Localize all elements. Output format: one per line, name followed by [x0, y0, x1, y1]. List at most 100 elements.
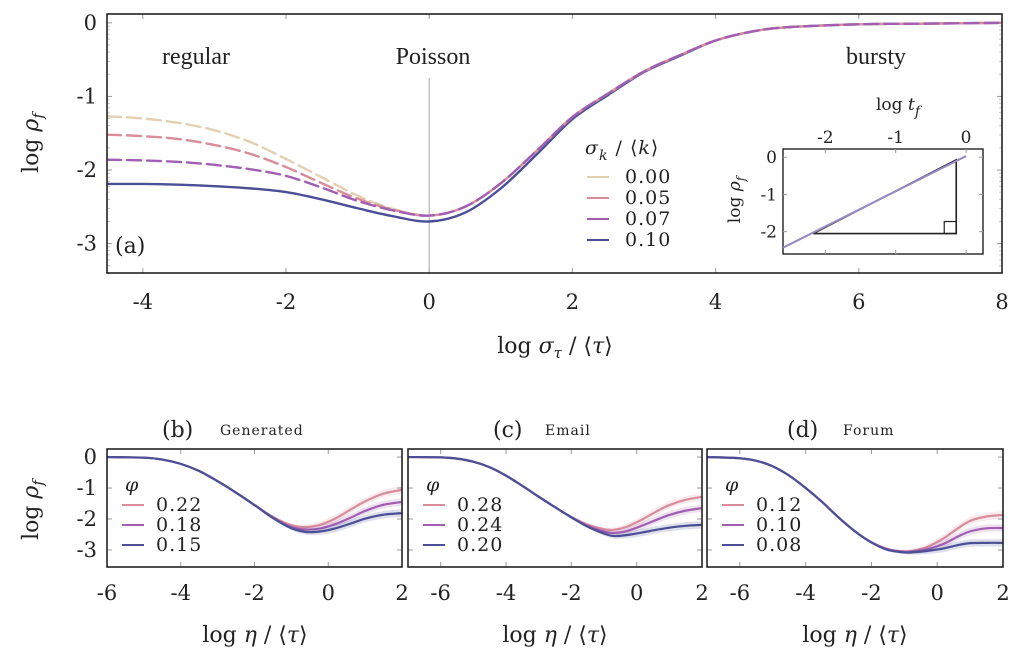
legend-entry-label: 0.12 — [756, 494, 802, 516]
panel-c-plot: -6 -4 -2 0 2 φ 0.280.240.20 — [407, 448, 709, 605]
x-tick-label: 0 — [931, 581, 944, 605]
x-axis-label-b: log η / ⟨τ⟩ — [202, 623, 307, 648]
inset: log tf log ρf — [725, 95, 923, 223]
legend-entry-label: 0.20 — [457, 534, 503, 556]
right-angle-marker — [943, 220, 957, 235]
inset-y-label: log ρf — [725, 174, 748, 223]
legend-title: φ — [426, 474, 440, 496]
y-axis-label-b: log ρf — [19, 478, 47, 540]
inset-x-tick-label: -1 — [887, 128, 904, 148]
series-line-0.08 — [707, 455, 1003, 554]
inset-x-tick-label: 0 — [961, 128, 972, 148]
series-group — [107, 21, 1002, 223]
inset-plot: -2 -1 0 0 -1 -2 — [760, 128, 984, 255]
x-tick-label: 0 — [322, 581, 335, 605]
plot-frame — [706, 448, 1004, 568]
series-group — [408, 455, 702, 539]
y-tick-label: -1 — [77, 476, 97, 500]
y-tick-label: -3 — [77, 232, 97, 256]
series-group — [707, 455, 1003, 555]
y-tick-label: 0 — [84, 445, 97, 469]
panel-label-d: (d) — [787, 418, 818, 443]
x-tick-label: -4 — [133, 290, 153, 314]
panel-a-plot: -4 -2 0 2 4 6 8 0 -1 -2 -3 0.000.050.070.10 -2 -1 0 0 -1… — [77, 11, 1009, 314]
plot-frame — [106, 13, 1003, 274]
x-axis-label-a: log στ / ⟨τ⟩ — [497, 334, 612, 362]
x-tick-label: -2 — [861, 581, 881, 605]
series-line-0.07 — [107, 21, 1002, 217]
x-tick-label: 0 — [630, 581, 643, 605]
legend-entry-label: 0.10 — [625, 229, 671, 251]
legend-a: σk / ⟨k⟩ — [585, 137, 659, 164]
series-line-0.15 — [107, 455, 402, 534]
y-axis-label-a: log ρf — [19, 111, 47, 173]
x-tick-label: -2 — [244, 581, 264, 605]
x-tick-label: 2 — [996, 581, 1009, 605]
legend-entry-label: 0.08 — [756, 534, 802, 556]
inset-y-tick-label: -2 — [760, 223, 777, 243]
panel-b-header: (b) Generated — [162, 418, 304, 443]
x-tick-label: 2 — [395, 581, 408, 605]
uncertainty-band-0.20 — [408, 457, 702, 539]
panel-label-c: (c) — [493, 418, 523, 443]
legend-entry-label: 0.28 — [457, 494, 503, 516]
legend-entry-label: 0.15 — [156, 534, 202, 556]
plot-frame — [407, 448, 703, 568]
x-tick-label: -4 — [171, 581, 191, 605]
x-tick-label: -6 — [430, 581, 450, 605]
panel-title-c: Email — [545, 423, 591, 439]
annotation-regular: regular — [162, 44, 230, 70]
y-tick-label: 0 — [84, 11, 97, 35]
uncertainty-band-0.24 — [408, 457, 702, 536]
annotation-bursty: bursty — [846, 44, 906, 70]
x-tick-label: 4 — [709, 290, 722, 314]
uncertainty-band-0.10 — [707, 457, 1003, 555]
x-tick-label: -4 — [496, 581, 516, 605]
plot-frame — [106, 448, 403, 568]
inset-x-label: log tf — [876, 95, 923, 120]
x-tick-label: 2 — [695, 581, 708, 605]
x-axis-label-c: log η / ⟨τ⟩ — [502, 623, 607, 648]
panel-a: regular Poisson bursty (a) log στ / ⟨τ⟩ … — [19, 44, 923, 362]
series-line-0.20 — [408, 455, 702, 538]
x-axis-label-d: log η / ⟨τ⟩ — [802, 623, 907, 648]
x-tick-label: 8 — [995, 290, 1008, 314]
legend-entry-label: 0.18 — [156, 514, 202, 536]
inset-data-line — [782, 155, 967, 249]
annotation-poisson: Poisson — [396, 44, 471, 70]
panel-d-plot: -6 -4 -2 0 2 φ 0.120.100.08 — [706, 448, 1010, 605]
y-tick-label: -2 — [77, 507, 97, 531]
series-group — [107, 455, 402, 536]
y-tick-label: -1 — [77, 84, 97, 108]
legend-entry-label: 0.22 — [156, 494, 202, 516]
plot-marks: -4 -2 0 2 4 6 80-1-2-30.000.050.070.10-2 -1 00-1… — [77, 11, 1010, 605]
inset-frame — [782, 148, 984, 255]
panel-title-d: Forum — [843, 423, 894, 439]
inset-x-tick-label: -2 — [817, 128, 834, 148]
panel-b-plot: -6 -4 -2 0 2 0 -1 -2 -3 φ 0.220.180.15 — [77, 445, 409, 605]
panel-label-b: (b) — [162, 418, 193, 443]
inset-y-tick-label: 0 — [766, 148, 777, 168]
x-tick-label: -2 — [561, 581, 581, 605]
x-tick-label: -6 — [730, 581, 750, 605]
legend-title: φ — [725, 474, 739, 496]
legend-title-a: σk / ⟨k⟩ — [585, 137, 659, 164]
x-tick-label: 6 — [852, 290, 865, 314]
panel-c-header: (c) Email — [493, 418, 591, 443]
y-tick-label: -3 — [77, 538, 97, 562]
x-tick-label: -4 — [795, 581, 815, 605]
legend-entry-label: 0.24 — [457, 514, 503, 536]
x-tick-label: -6 — [97, 581, 117, 605]
uncertainty-band-0.15 — [107, 457, 402, 536]
legend-entry-label: 0.05 — [625, 187, 671, 209]
x-tick-label: 0 — [423, 290, 436, 314]
panel-title-b: Generated — [220, 423, 304, 439]
legend-entry-label: 0.00 — [625, 166, 671, 188]
x-tick-label: -2 — [276, 290, 296, 314]
panel-label-a: (a) — [115, 234, 145, 259]
legend-title: φ — [125, 474, 139, 496]
legend-entry-label: 0.10 — [756, 514, 802, 536]
legend-entry-label: 0.07 — [625, 208, 671, 230]
uncertainty-band-0.08 — [707, 457, 1003, 555]
